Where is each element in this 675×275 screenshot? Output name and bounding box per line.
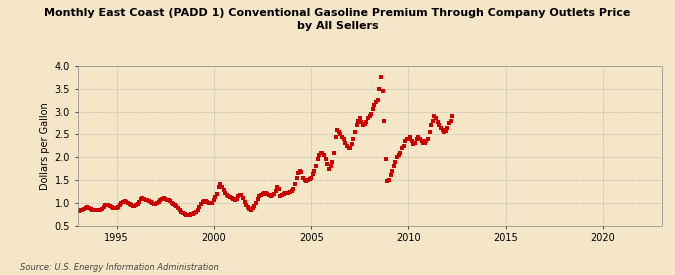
Text: Source: U.S. Energy Information Administration: Source: U.S. Energy Information Administ…	[20, 263, 219, 272]
Y-axis label: Dollars per Gallon: Dollars per Gallon	[40, 102, 51, 190]
Text: Monthly East Coast (PADD 1) Conventional Gasoline Premium Through Company Outlet: Monthly East Coast (PADD 1) Conventional…	[45, 8, 630, 31]
